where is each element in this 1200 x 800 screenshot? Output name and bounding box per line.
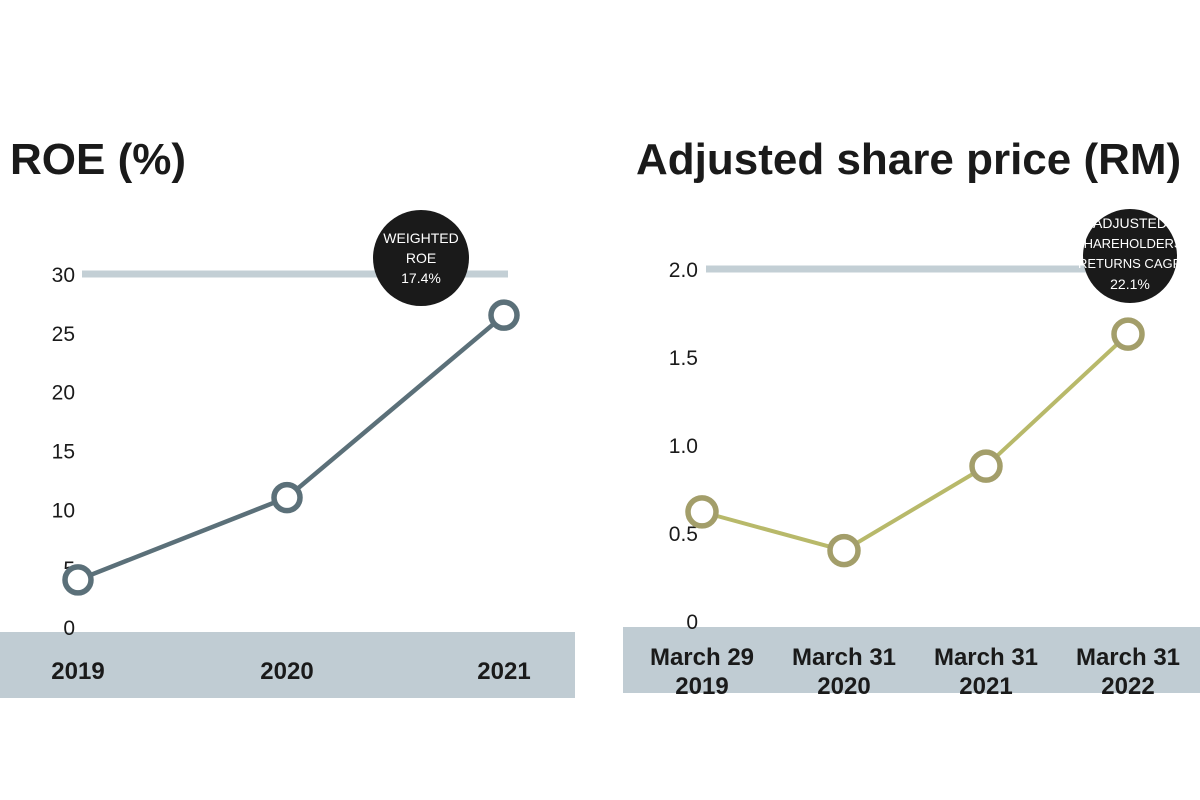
y-tick-label: 2.0 — [669, 259, 698, 282]
data-point — [827, 533, 861, 568]
badge-line: WEIGHTED — [383, 230, 458, 246]
x-category-label: 2020 — [817, 673, 870, 700]
y-tick-label: 15 — [52, 441, 75, 464]
x-category-label: 2019 — [51, 658, 104, 685]
x-axis-band — [623, 627, 1200, 693]
badge-line: SHAREHOLDERS' — [1075, 236, 1185, 251]
badge-line: RETURNS CAGR — [1078, 256, 1182, 271]
y-tick-label: 25 — [52, 323, 75, 346]
y-tick-label: 1.0 — [669, 435, 698, 458]
x-category-label: 2021 — [959, 673, 1012, 700]
y-tick-label: 30 — [52, 264, 75, 287]
data-point — [685, 495, 719, 529]
data-point — [271, 481, 303, 514]
x-category-label: 2020 — [260, 658, 313, 685]
shareholders-returns-badge: ADJUSTED SHAREHOLDERS' RETURNS CAGR 22.1… — [1075, 209, 1185, 303]
x-category-label: March 29 — [650, 644, 754, 671]
series — [685, 317, 1145, 568]
badge-line: ADJUSTED — [1093, 215, 1167, 231]
badge-line: ROE — [406, 250, 436, 266]
badge-value: 17.4% — [401, 270, 441, 286]
series — [62, 299, 520, 596]
series-line — [77, 313, 506, 583]
y-tick-label: 1.5 — [669, 347, 698, 370]
data-point — [62, 564, 94, 596]
y-tick-label: 0 — [686, 611, 698, 634]
x-category-label: 2021 — [477, 658, 530, 685]
x-category-label: 2019 — [675, 673, 728, 700]
weighted-roe-badge: WEIGHTED ROE 17.4% — [373, 210, 469, 306]
x-category-label: March 31 — [934, 644, 1038, 671]
x-axis: 2019 2020 2021 — [51, 658, 530, 685]
x-category-label: March 31 — [792, 644, 896, 671]
chart-title: ROE (%) — [10, 135, 186, 184]
data-point — [969, 449, 1003, 483]
chart-title: Adjusted share price (RM) — [636, 135, 1181, 184]
data-point — [488, 299, 520, 331]
y-axis: 0 0.5 1.0 1.5 2.0 — [669, 259, 698, 634]
y-tick-label: 0.5 — [669, 523, 698, 546]
badge-circle — [373, 210, 469, 306]
y-tick-label: 20 — [52, 382, 75, 405]
badge-circle — [1083, 209, 1177, 303]
y-tick-label: 10 — [52, 499, 75, 522]
x-category-label: March 31 — [1076, 644, 1180, 671]
series-line — [701, 332, 1130, 553]
badge-value: 22.1% — [1110, 276, 1150, 292]
x-axis-band — [0, 632, 575, 698]
share-price-chart: Adjusted share price (RM) 00.51.01.52.0 … — [623, 135, 1200, 700]
data-point — [1111, 317, 1145, 351]
y-tick-label: 0 — [63, 617, 75, 640]
x-category-label: 2022 — [1101, 673, 1154, 700]
